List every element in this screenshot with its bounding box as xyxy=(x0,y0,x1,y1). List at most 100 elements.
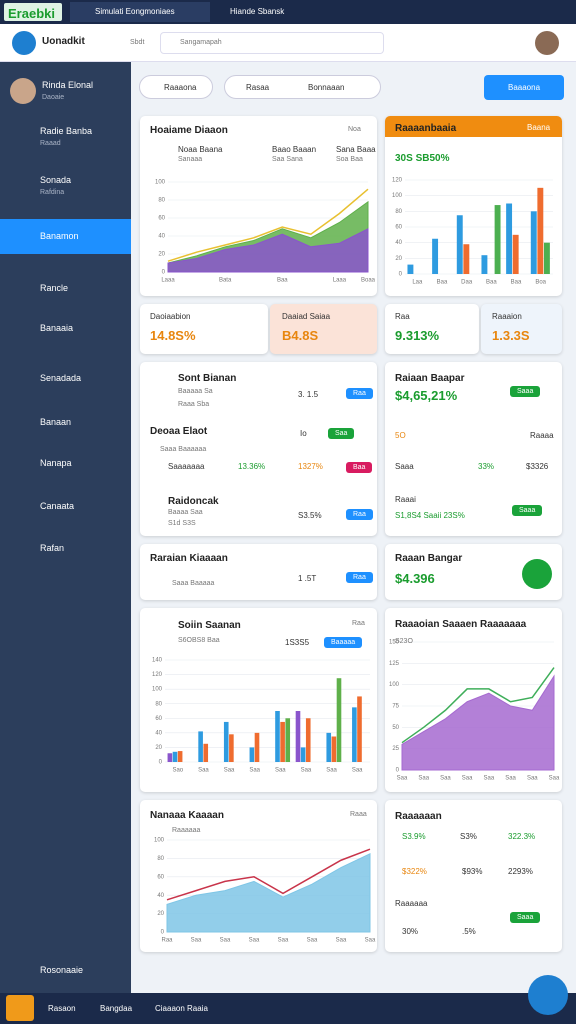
label: S6OBS8 Baa xyxy=(178,637,220,644)
label[interactable]: Saaa xyxy=(512,505,543,516)
tab[interactable] xyxy=(70,2,210,22)
bottom-icon[interactable] xyxy=(6,995,34,1021)
user-avatar xyxy=(10,78,36,104)
x-tick-label: Saa xyxy=(549,776,560,782)
brand-box[interactable] xyxy=(4,3,62,21)
label[interactable]: Saaa xyxy=(510,386,541,397)
label[interactable]: Canaata xyxy=(40,501,75,511)
label: Sanaaa xyxy=(178,156,203,163)
x-tick-label: Laaa xyxy=(161,278,175,284)
y-tick-label: 25 xyxy=(392,746,399,752)
label[interactable]: Saa xyxy=(328,428,355,439)
label[interactable]: Raa xyxy=(346,509,373,520)
active-item[interactable] xyxy=(0,219,131,254)
chat-button[interactable] xyxy=(528,975,568,1015)
label[interactable]: Rancle xyxy=(40,283,69,293)
label[interactable]: Bonnaaan xyxy=(308,83,345,92)
y-tick-label: 120 xyxy=(152,672,163,678)
label: Sont Bianan xyxy=(178,373,237,384)
label[interactable]: Raaad xyxy=(40,140,61,147)
label: Raidoncak xyxy=(168,496,219,507)
label: B4.8S xyxy=(282,328,319,343)
x-tick-label: Saa xyxy=(198,768,209,774)
label: Baao Baaan xyxy=(272,145,317,154)
label[interactable]: Rafan xyxy=(40,543,65,553)
label: Ciaaaon Raaia xyxy=(155,1004,208,1013)
label: Baaaaa Sa xyxy=(178,388,213,395)
label: Raaaaaa xyxy=(172,827,201,834)
y-tick-label: 80 xyxy=(395,209,402,215)
label[interactable]: Nanapa xyxy=(40,458,72,468)
area xyxy=(401,674,555,771)
label: Noa xyxy=(348,126,361,133)
filter[interactable] xyxy=(224,75,381,99)
y-tick-label: 60 xyxy=(157,874,164,880)
label[interactable]: Senadada xyxy=(40,373,82,383)
label[interactable]: Radie Banba xyxy=(40,126,93,136)
search-box[interactable] xyxy=(160,32,384,54)
bar xyxy=(300,747,306,762)
label: S1,8S4 Saaii 23S% xyxy=(395,511,465,520)
filter[interactable] xyxy=(139,75,213,99)
y-tick-label: 50 xyxy=(392,725,399,731)
label: Raaaaaan xyxy=(395,811,442,822)
label: 2293% xyxy=(508,867,533,876)
label: $93% xyxy=(462,867,483,876)
bar xyxy=(432,238,439,274)
label[interactable]: Saaa xyxy=(510,912,541,923)
label: 33% xyxy=(478,462,495,471)
label: Raaaoian Saaaen Raaaaaaa xyxy=(395,619,527,630)
label[interactable]: Rasaa xyxy=(246,83,270,92)
label[interactable]: Raaaona xyxy=(164,83,197,92)
label: Daaiad Saiaa xyxy=(282,312,331,321)
avatar[interactable] xyxy=(535,31,559,55)
action-button[interactable] xyxy=(484,75,564,100)
logo-icon xyxy=(12,31,36,55)
label[interactable]: Baa xyxy=(346,462,373,473)
sidebar xyxy=(0,62,131,993)
x-tick-label: Boa xyxy=(535,280,546,286)
label: Uonadkit xyxy=(42,36,85,47)
y-tick-label: 75 xyxy=(392,704,399,710)
bar xyxy=(326,732,332,762)
bar xyxy=(223,721,229,762)
label: 1327% xyxy=(298,462,323,471)
y-tick-label: 40 xyxy=(158,234,165,240)
label: Rosonaaie xyxy=(40,965,84,975)
y-tick-label: 40 xyxy=(155,730,162,736)
label: S23O xyxy=(395,638,413,645)
area xyxy=(166,853,371,933)
line xyxy=(166,848,371,901)
x-tick-label: Saa xyxy=(336,938,347,944)
label[interactable]: Banamon xyxy=(40,231,79,241)
label[interactable]: Rafdina xyxy=(40,189,65,196)
bar xyxy=(463,244,470,274)
x-tick-label: Saa xyxy=(527,776,538,782)
x-tick-label: Saa xyxy=(224,768,235,774)
bar xyxy=(530,211,537,274)
label[interactable]: Baaaona xyxy=(508,83,541,92)
bar xyxy=(331,736,337,762)
bar xyxy=(494,205,501,274)
label[interactable]: Banaaia xyxy=(40,323,74,333)
bar xyxy=(280,721,285,762)
x-tick-label: Saa xyxy=(418,776,429,782)
label[interactable]: Raa xyxy=(346,388,373,399)
label[interactable]: Raa xyxy=(346,572,373,583)
y-tick-label: 0 xyxy=(161,930,165,936)
y-tick-label: 0 xyxy=(162,270,166,276)
label: 1S3S5 xyxy=(285,638,310,647)
metric xyxy=(385,304,479,354)
label[interactable]: Baaaaa xyxy=(324,637,363,648)
label: Rinda Elonal xyxy=(42,80,94,90)
check-icon xyxy=(522,559,552,589)
label[interactable]: Banaan xyxy=(40,417,72,427)
label[interactable]: Sonada xyxy=(40,175,72,185)
bar xyxy=(481,255,488,274)
label: 13.36% xyxy=(238,462,266,471)
label: Raaai xyxy=(395,495,416,504)
label: $4,65,21% xyxy=(395,388,458,403)
label: 1.3.3S xyxy=(492,328,530,343)
label: 3. 1.5 xyxy=(298,390,319,399)
